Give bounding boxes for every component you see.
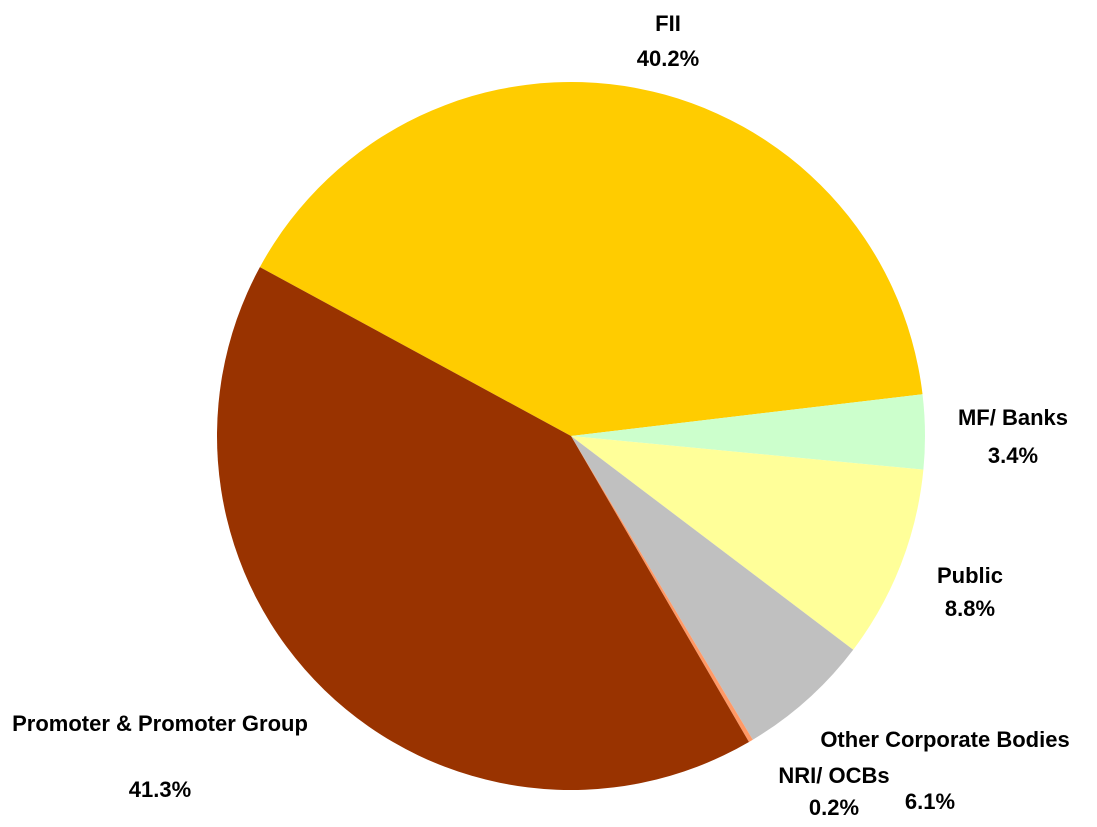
slice-value: 3.4% xyxy=(913,440,1097,472)
slice-name: Other Corporate Bodies xyxy=(820,724,1070,756)
slice-value: 0.2% xyxy=(764,792,904,824)
slice-value: 40.2% xyxy=(568,43,768,75)
slice-value: 8.8% xyxy=(870,593,1070,625)
slice-name: MF/ Banks xyxy=(913,402,1097,434)
slice-name: Promoter & Promoter Group xyxy=(0,708,320,740)
slice-name: NRI/ OCBs xyxy=(764,760,904,792)
slice-value: 41.3% xyxy=(0,774,320,806)
page: FII40.2% MF/ Banks 3.4% Public8.8% Other Cor… xyxy=(0,0,1097,827)
slice-name: FII xyxy=(568,8,768,40)
slice-name: Public xyxy=(870,560,1070,592)
